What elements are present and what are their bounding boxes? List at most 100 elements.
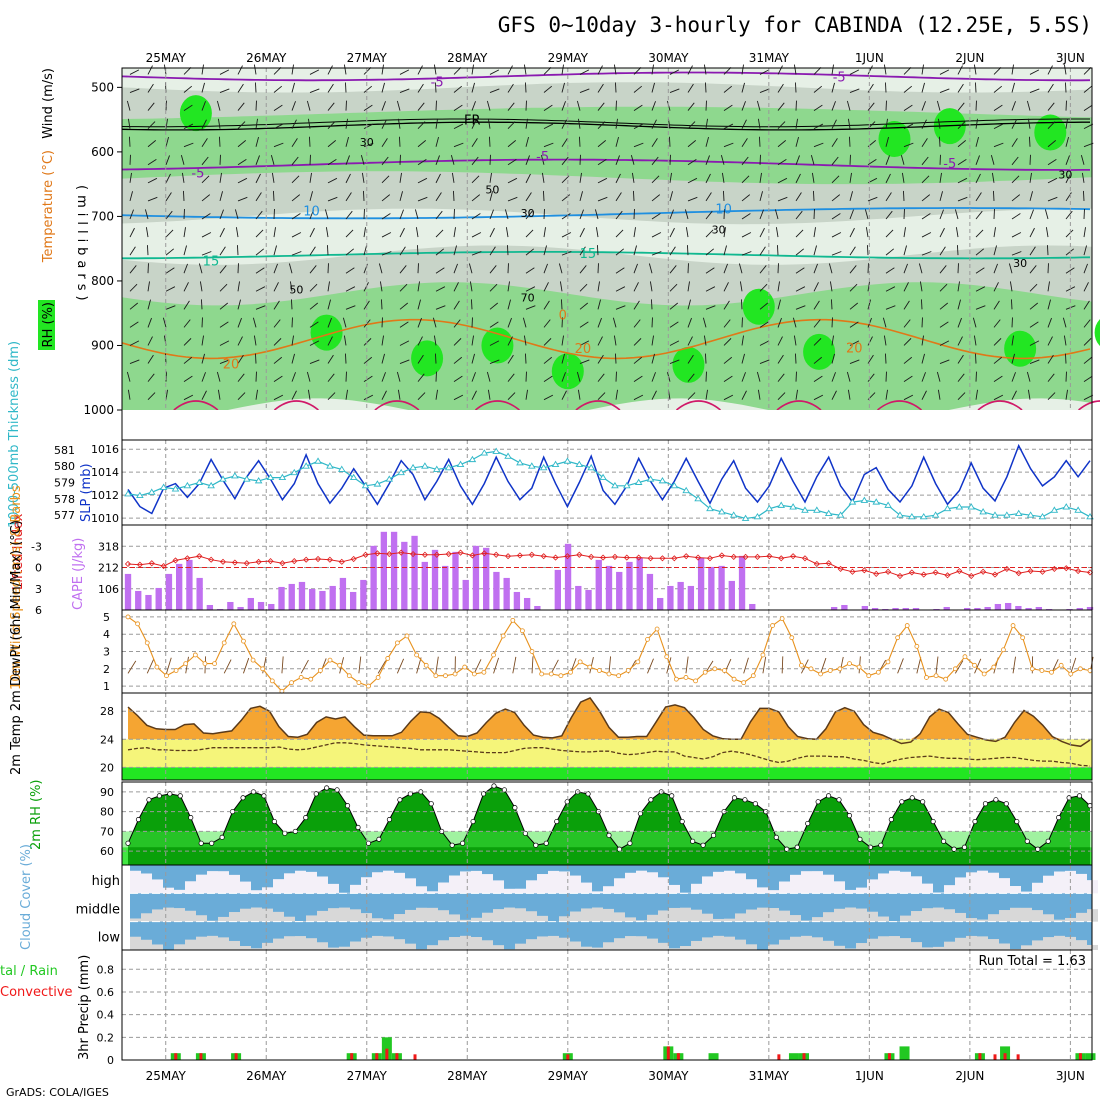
wind-barb xyxy=(597,336,603,346)
cloud-cell xyxy=(218,916,229,922)
wind-speed-point xyxy=(404,633,410,639)
wind-barb xyxy=(633,300,640,310)
wind-barb xyxy=(183,319,191,328)
rh-point xyxy=(177,793,183,799)
wind-barb xyxy=(921,119,927,129)
wind-barb xyxy=(723,104,733,111)
wind-barb xyxy=(759,302,769,310)
wind-barb xyxy=(416,657,422,674)
precip-convective-bar xyxy=(978,1053,982,1060)
wind-barb xyxy=(723,282,729,292)
wind-barb xyxy=(903,227,906,238)
wind-barb xyxy=(813,123,824,130)
rh-point xyxy=(1056,815,1062,821)
wind-barb xyxy=(867,65,873,75)
wind-barb xyxy=(813,142,824,148)
wind-barb xyxy=(487,389,491,400)
wind-barb xyxy=(867,299,871,310)
wind-barb xyxy=(849,209,854,220)
cloud-cell xyxy=(152,879,163,894)
wind-barb xyxy=(813,104,823,111)
rh-point xyxy=(135,816,142,823)
pressure-axis-label: (millibars) xyxy=(74,185,89,306)
cloud-cell xyxy=(383,936,394,950)
wind-barb xyxy=(201,101,206,111)
isotherm-label: 15 xyxy=(580,247,597,262)
cloud-cell xyxy=(746,944,757,950)
cloud-cell xyxy=(295,936,306,950)
wind-barb xyxy=(361,172,365,183)
lifted-index-point xyxy=(433,551,440,558)
wind-barb xyxy=(561,156,569,166)
cape-bar xyxy=(830,606,838,610)
cloud-cell xyxy=(900,915,911,922)
wind-barb xyxy=(399,340,410,346)
wind-barb xyxy=(867,102,875,111)
wind-barb xyxy=(399,69,410,75)
wind-barb xyxy=(360,155,365,165)
cloud-cell xyxy=(724,918,735,922)
thickness-point xyxy=(801,506,809,513)
lifted-tick-label: 6 xyxy=(35,604,42,617)
cloud-cell xyxy=(339,907,350,922)
lifted-index-point xyxy=(362,551,369,558)
wind-barb xyxy=(165,136,169,147)
lifted-index-point xyxy=(920,571,927,578)
rh-high-blob xyxy=(310,314,343,351)
thickness-point xyxy=(884,501,892,508)
wind-barb xyxy=(468,263,473,274)
wind-barb xyxy=(633,85,643,93)
wind-barb xyxy=(237,121,246,129)
wind-barb xyxy=(129,209,134,220)
wind-barb xyxy=(721,172,725,183)
wind-barb xyxy=(993,300,1000,310)
wind-barb xyxy=(381,82,385,93)
cape-bar xyxy=(257,601,265,610)
wind-tick-label: 2 xyxy=(103,663,110,676)
wind-barb xyxy=(651,335,654,346)
cape-bar xyxy=(912,607,920,610)
rh-point xyxy=(324,785,330,791)
cloud-cell xyxy=(768,944,779,950)
wind-barb xyxy=(597,158,607,166)
wind-speed-point xyxy=(779,616,785,622)
wind-barb xyxy=(201,82,205,93)
wind-speed-point xyxy=(972,662,977,668)
rh-point xyxy=(376,836,382,842)
thickness-point xyxy=(147,488,156,495)
wind-barb xyxy=(363,104,373,111)
wind-barb xyxy=(885,136,889,147)
wind-barb xyxy=(954,660,964,674)
wind-barb xyxy=(450,155,455,165)
cloud-cell xyxy=(185,910,196,922)
wind-barb xyxy=(345,305,356,310)
cloud-cell xyxy=(691,883,702,894)
cloud-cell xyxy=(867,938,878,950)
thickness-point xyxy=(599,473,607,481)
wind-barb xyxy=(651,175,660,184)
cloud-cell xyxy=(779,910,790,922)
thickness-point xyxy=(729,511,738,518)
wind-speed-point xyxy=(818,671,824,677)
isotherm-25-arc xyxy=(273,400,319,411)
cape-bar xyxy=(585,589,592,610)
wind-barb xyxy=(687,281,690,292)
wind-barb xyxy=(741,372,746,382)
cloud-cell xyxy=(702,876,713,894)
wind-barb xyxy=(417,299,421,310)
wind-barb xyxy=(543,123,554,130)
wind-barb xyxy=(920,299,923,310)
wind-barb xyxy=(1029,283,1038,292)
wind-barb xyxy=(183,356,193,364)
wind-barb xyxy=(597,281,600,292)
wind-barb xyxy=(633,263,638,274)
lifted-index-point xyxy=(1039,568,1046,575)
wind-barb xyxy=(327,392,336,400)
wind-barb xyxy=(327,373,335,382)
wind-barb xyxy=(993,85,1003,93)
wind-barb xyxy=(687,121,696,129)
thickness-point xyxy=(741,514,750,521)
cloud-cell xyxy=(944,885,955,894)
wind-barb xyxy=(273,104,283,111)
